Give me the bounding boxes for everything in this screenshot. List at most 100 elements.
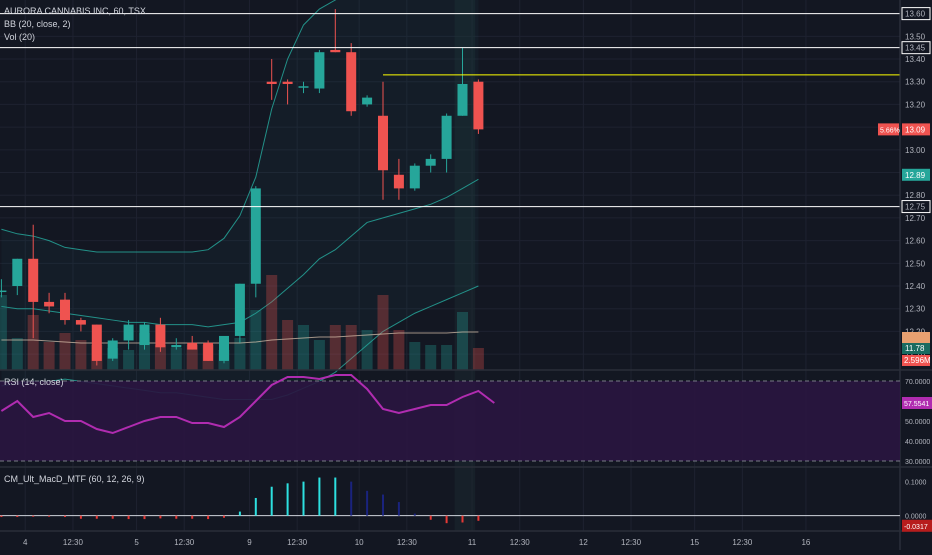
macd-histogram-bar: [366, 490, 369, 516]
candle-body: [409, 165, 420, 189]
price-tag-label: 13.09: [905, 125, 926, 134]
candle: [234, 283, 245, 343]
macd-histogram-bar: [318, 477, 321, 516]
candle-body: [60, 299, 70, 321]
time-axis-label: 4: [23, 538, 28, 547]
volume-ma-line: [1, 331, 479, 344]
price-tick-label: 12.60: [905, 237, 926, 246]
time-axis-label: 16: [801, 538, 810, 547]
candle-body: [0, 290, 7, 293]
candle: [155, 317, 166, 352]
candle: [139, 322, 150, 350]
time-axis-label: 10: [355, 538, 364, 547]
candle: [457, 47, 468, 116]
volume-bar: [409, 342, 421, 370]
candle-body: [330, 49, 341, 53]
bb-band-fill: [1, 0, 479, 400]
candle-body: [171, 345, 182, 348]
volume-bar: [234, 338, 246, 370]
time-axis-label: 12:30: [621, 538, 642, 547]
macd-histogram-bar: [48, 515, 51, 517]
candle: [473, 79, 484, 134]
candle: [12, 258, 23, 296]
candle-body: [219, 335, 229, 361]
volume-bar: [250, 310, 262, 370]
price-tick-label: 13.00: [905, 146, 926, 155]
price-tick-label: 12.70: [905, 214, 926, 223]
candle: [314, 49, 325, 94]
price-tick-label: 12.75: [905, 203, 926, 212]
macd-value-tag-label: -0.0317: [904, 524, 928, 531]
candle-body: [282, 81, 293, 84]
level-tag: [901, 200, 931, 214]
volume-bar: [170, 348, 182, 370]
candle: [187, 335, 198, 350]
candle: [250, 186, 261, 298]
price-tick-label: 13.30: [905, 78, 926, 87]
candle-body: [139, 324, 150, 346]
rsi-legend[interactable]: RSI (14, close): [4, 377, 64, 387]
candle: [266, 59, 277, 100]
candle-body: [44, 301, 55, 307]
rsi-value-tag-label: 57.5541: [904, 401, 929, 408]
rsi-tick-label: 30.0000: [905, 459, 930, 466]
candle-body: [28, 258, 39, 302]
volume-bar: [43, 342, 55, 370]
macd-histogram-bar: [254, 497, 257, 516]
price-tag: [902, 168, 930, 181]
price-tick-label: 13.40: [905, 55, 926, 64]
volume-bar: [298, 325, 309, 370]
volume-bar: [393, 330, 405, 370]
change-tag: [878, 123, 899, 136]
macd-histogram-bar: [413, 513, 416, 516]
candle: [107, 338, 118, 361]
macd-histogram-bar: [382, 494, 384, 516]
volume-bar: [457, 312, 468, 370]
volume-legend[interactable]: Vol (20): [4, 32, 36, 42]
volume-bar: [361, 330, 373, 370]
rsi-band: [0, 381, 900, 461]
macd-histogram-bar: [445, 515, 448, 524]
macd-histogram-bar: [0, 515, 3, 518]
bb-lower-tag: [902, 332, 930, 343]
candle-body: [314, 52, 325, 89]
time-axis-label: 12:30: [287, 538, 308, 547]
macd-histogram-bar: [302, 481, 305, 516]
volume-bar: [75, 340, 87, 370]
macd-histogram-bar: [175, 515, 178, 519]
candle: [393, 158, 404, 200]
macd-legend[interactable]: CM_Ult_MacD_MTF (60, 12, 26, 9): [4, 474, 145, 484]
price-tick-label: 13.45: [905, 44, 926, 53]
macd-histogram-bar: [16, 515, 19, 518]
candle: [441, 113, 452, 173]
macd-histogram-bar: [238, 511, 241, 516]
volume-bar: [472, 348, 484, 370]
volume-bar: [345, 325, 357, 370]
candle-body: [91, 324, 102, 361]
volume-ma-tag-label: 11.78: [905, 344, 925, 353]
candle-body: [203, 342, 214, 361]
price-tag-label: 12.89: [905, 171, 926, 180]
macd-histogram-bar: [429, 515, 432, 520]
time-axis-label: 12:30: [174, 538, 195, 547]
price-tick-label: 13.50: [905, 32, 926, 41]
macd-histogram-bar: [350, 481, 353, 516]
candle: [0, 279, 7, 298]
price-tick-label: 13.60: [905, 10, 926, 19]
candle: [171, 338, 182, 350]
volume-bar: [329, 325, 341, 370]
macd-value-tag: [902, 519, 932, 532]
candle: [362, 95, 373, 107]
macd-histogram-bar: [111, 515, 114, 519]
candle-body: [250, 188, 261, 284]
volume-ma-tag: [902, 343, 930, 354]
candle-body: [378, 115, 388, 171]
candle-body: [441, 115, 452, 159]
price-tick-label: 12.30: [905, 305, 926, 314]
change-tag-label: 5.66%: [880, 127, 900, 134]
macd-tick-label: 0.0000: [905, 514, 927, 521]
macd-histogram-bar: [286, 483, 289, 516]
bb-legend[interactable]: BB (20, close, 2): [4, 19, 71, 29]
macd-histogram-bar: [334, 477, 337, 516]
